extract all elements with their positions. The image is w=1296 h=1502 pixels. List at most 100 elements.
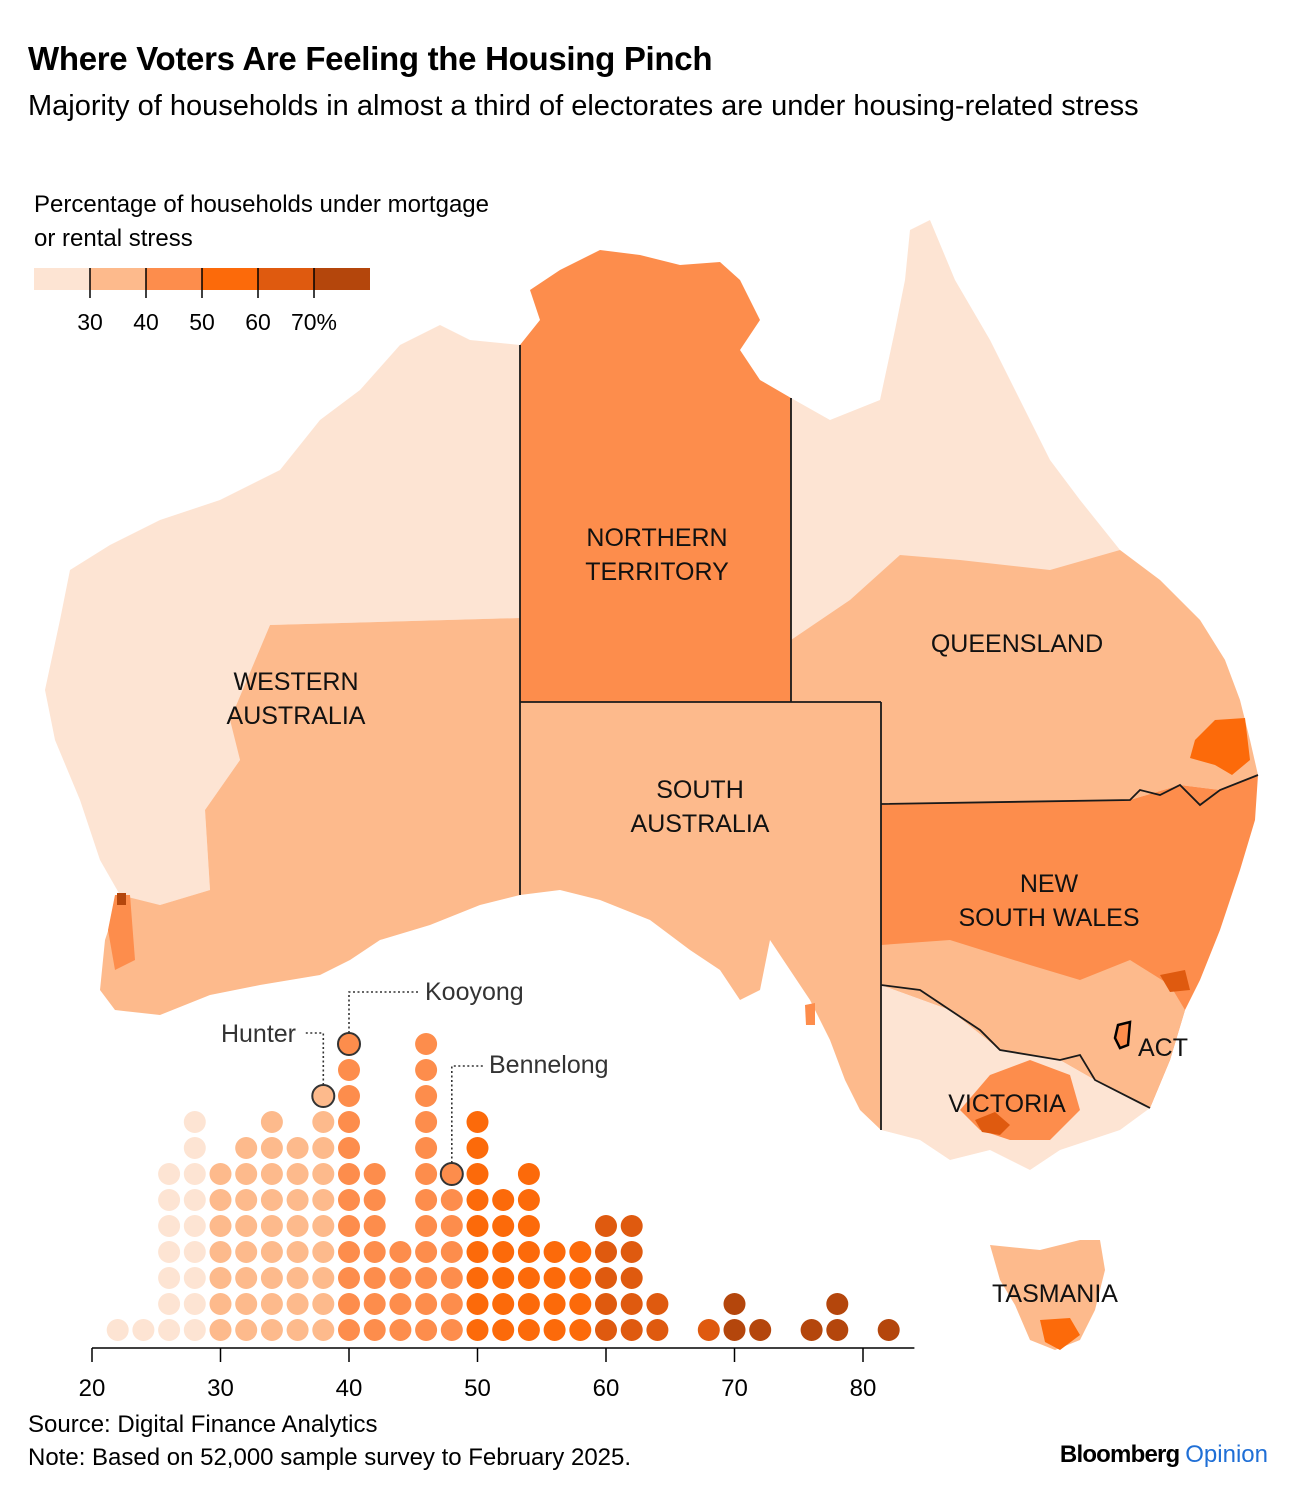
- electorate-dot: [312, 1137, 335, 1159]
- perth-hotspot: [108, 895, 135, 970]
- electorate-dot: [338, 1137, 360, 1159]
- legend-tick-label: 30: [77, 309, 103, 335]
- perth-urban-hotspot: [117, 893, 126, 905]
- electorate-dot: [338, 1267, 360, 1289]
- electorate-dot: [312, 1293, 335, 1315]
- legend-swatch: [314, 268, 370, 290]
- region-label: SOUTH AUSTRALIA: [631, 776, 770, 838]
- electorate-dot: [440, 1319, 463, 1341]
- electorate-dot: [235, 1319, 258, 1341]
- region-label: ACT: [1138, 1034, 1188, 1062]
- electorate-dot: [569, 1241, 592, 1263]
- x-axis-tick-label: 20: [79, 1375, 106, 1400]
- electorate-dot: [466, 1163, 489, 1185]
- brisbane-hotspot: [1190, 718, 1250, 775]
- electorate-dot: [338, 1215, 360, 1237]
- electorate-dot: [286, 1189, 309, 1211]
- electorate-dot: [517, 1189, 540, 1211]
- electorate-dot: [440, 1293, 463, 1315]
- electorate-dot: [158, 1163, 181, 1185]
- nsw-south-region: [881, 940, 1185, 1108]
- electorate-dot: [132, 1319, 155, 1341]
- vic-urban-region: [975, 1112, 1010, 1135]
- electorate-dot: [697, 1319, 720, 1341]
- electorate-dot: [286, 1241, 309, 1263]
- electorate-dot: [440, 1267, 463, 1289]
- electorate-dot: [389, 1241, 412, 1263]
- electorate-dot: [800, 1319, 823, 1341]
- electorate-dot: [749, 1319, 772, 1341]
- legend-tick-label: 60: [245, 309, 271, 335]
- electorate-dot: [415, 1189, 438, 1211]
- nt-region: [520, 250, 791, 702]
- electorate-dot: [312, 1163, 335, 1185]
- electorate-dot: [363, 1241, 386, 1263]
- state-borders: [519, 345, 1259, 1130]
- electorate-dot: [338, 1059, 360, 1081]
- brand-logo: Bloomberg Opinion: [1060, 1441, 1268, 1469]
- legend-swatch: [258, 268, 314, 290]
- electorate-dot: [312, 1215, 335, 1237]
- electorate-dot: [209, 1293, 232, 1315]
- electorate-dot: [260, 1241, 283, 1263]
- electorate-dot: [440, 1189, 463, 1211]
- electorate-dot: [363, 1189, 386, 1211]
- region-label: NEW SOUTH WALES: [958, 870, 1139, 932]
- electorate-dot: [389, 1267, 412, 1289]
- electorate-dot: [415, 1059, 438, 1081]
- region-label: NORTHERN TERRITORY: [585, 524, 729, 586]
- electorate-dot: [363, 1215, 386, 1237]
- electorate-dot: [338, 1319, 360, 1341]
- electorate-dot: [260, 1189, 283, 1211]
- electorate-dot: [235, 1189, 258, 1211]
- electorate-dot: [312, 1189, 335, 1211]
- qld-south-region: [791, 550, 1258, 804]
- electorate-dot: [517, 1215, 540, 1237]
- wa-north-region: [45, 325, 520, 905]
- callout-label: Kooyong: [425, 978, 524, 1006]
- electorate-dot: [492, 1189, 515, 1211]
- brand-sub: Opinion: [1185, 1441, 1268, 1468]
- electorate-dot: [158, 1267, 181, 1289]
- electorate-dot: [389, 1319, 412, 1341]
- x-axis-tick-label: 70: [721, 1375, 748, 1400]
- act-region: [1113, 1020, 1132, 1050]
- electorate-dot: [338, 1293, 360, 1315]
- legend-swatch: [34, 268, 90, 290]
- region-label: TASMANIA: [992, 1280, 1118, 1308]
- x-axis: 20 30 40 50 60 70 80: [79, 1347, 915, 1400]
- legend-swatch: [90, 268, 146, 290]
- electorate-dot: [338, 1163, 360, 1185]
- electorate-dot: [209, 1163, 232, 1185]
- electorate-dot: [466, 1189, 489, 1211]
- highlighted-electorate-dot: [311, 1084, 336, 1108]
- electorate-dot: [492, 1319, 515, 1341]
- electorate-dot: [466, 1267, 489, 1289]
- electorate-dot: [415, 1319, 438, 1341]
- electorate-dot: [723, 1293, 746, 1315]
- electorate-dot: [235, 1137, 258, 1159]
- electorate-dot: [183, 1111, 206, 1133]
- legend-swatch: [202, 268, 258, 290]
- electorate-dot: [260, 1137, 283, 1159]
- electorate-dot: [569, 1267, 592, 1289]
- sydney-hotspot: [1160, 970, 1190, 992]
- region-label: QUEENSLAND: [931, 630, 1103, 658]
- electorate-dot: [466, 1215, 489, 1237]
- electorate-dot: [492, 1293, 515, 1315]
- x-axis-tick-label: 40: [336, 1375, 363, 1400]
- electorate-dot: [286, 1215, 309, 1237]
- electorate-dot: [569, 1319, 592, 1341]
- electorate-dot: [517, 1163, 540, 1185]
- electorate-dot: [543, 1267, 566, 1289]
- electorate-dot: [209, 1319, 232, 1341]
- x-axis-tick-label: 60: [593, 1375, 620, 1400]
- electorate-dot: [183, 1163, 206, 1185]
- electorate-dot: [235, 1215, 258, 1237]
- electorate-dot: [363, 1163, 386, 1185]
- electorate-dot: [338, 1189, 360, 1211]
- electorate-dot: [646, 1293, 669, 1315]
- electorate-dot: [466, 1319, 489, 1341]
- electorate-dot: [492, 1267, 515, 1289]
- electorate-dot: [209, 1241, 232, 1263]
